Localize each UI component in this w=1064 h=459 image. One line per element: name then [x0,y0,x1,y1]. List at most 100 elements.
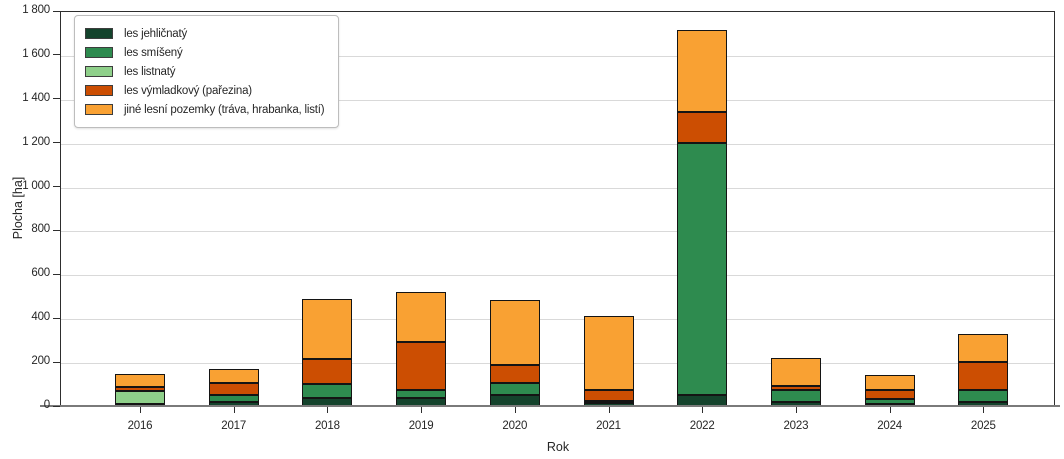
bar-segment [677,29,728,112]
gridline [61,363,1054,365]
y-tick-label: 0 [43,399,50,411]
y-tick-mark [53,142,60,144]
bar-2021 [583,316,634,406]
bar-segment [396,389,447,399]
bar-segment [115,387,165,391]
legend-swatch-icon [85,104,113,115]
x-tick-mark [983,407,985,413]
y-tick-mark [53,186,60,188]
y-tick-mark [53,361,60,363]
x-axis-line [40,405,1060,407]
bar-segment [396,342,447,390]
y-tick-label: 400 [31,311,50,324]
bar-segment [770,357,821,387]
bar-segment [302,384,353,399]
gridline [61,231,1054,233]
legend-label: les smíšený [124,46,183,59]
y-tick-label: 1 800 [22,4,50,16]
bar-segment [115,390,165,404]
gridline [61,143,1054,145]
bar-segment [583,389,634,401]
x-tick-label: 2023 [783,420,809,432]
x-tick-label: 2019 [408,420,434,432]
y-tick-label: 1 400 [22,91,50,104]
gridline [61,319,1054,321]
y-tick-label: 800 [31,223,50,236]
y-tick-label: 1 200 [22,135,50,148]
legend-row: les smíšený [85,43,324,62]
x-tick-mark [421,407,423,413]
legend-label: jiné lesní pozemky (tráva, hrabanka, lis… [124,103,325,116]
legend-label: les listnatý [124,65,176,78]
x-tick-mark [889,407,891,413]
gridline [61,99,1054,101]
y-tick-mark [53,10,60,12]
y-tick-mark [53,317,60,319]
x-tick-mark [327,407,329,413]
x-tick-label: 2025 [970,420,996,432]
plot-area [60,11,1055,406]
x-tick-label: 2020 [502,420,528,432]
x-axis-title: Rok [546,440,570,454]
x-tick-mark [702,407,704,413]
x-tick-mark [514,407,516,413]
bar-segment [677,142,728,396]
bar-2017 [208,368,259,406]
bar-2019 [396,291,447,406]
legend-label: les výmladkový (pařezina) [124,84,252,97]
legend-swatch-icon [85,66,113,77]
bar-segment [958,389,1009,402]
bar-segment [770,386,821,390]
gridline [61,187,1054,189]
x-tick-label: 2021 [596,420,621,432]
bar-segment [583,400,634,403]
legend-swatch-icon [85,47,113,58]
bar-segment [489,365,540,383]
legend-row: jiné lesní pozemky (tráva, hrabanka, lis… [85,100,325,119]
legend-row: les výmladkový (pařezina) [85,81,324,100]
bar-segment [958,362,1009,390]
x-tick-label: 2016 [127,420,153,432]
y-tick-mark [53,98,60,100]
x-tick-mark [140,407,141,413]
bar-2020 [489,299,540,406]
bar-segment [489,299,540,366]
legend: les jehličnatý les smíšený les listnatý les… [74,15,340,128]
x-tick-label: 2022 [689,420,715,432]
legend-row: les listnatý [85,62,324,81]
legend-label: les jehličnatý [124,27,188,40]
bar-segment [396,291,447,343]
bar-segment [864,399,915,404]
bar-segment [208,382,259,396]
bar-segment [208,395,259,402]
bar-segment [115,374,165,388]
y-tick-mark [53,229,60,231]
bar-2022 [677,29,728,406]
y-tick-label: 200 [31,355,50,368]
y-tick-label: 1 600 [22,47,50,60]
x-tick-label: 2024 [877,420,902,432]
y-tick-mark [53,54,60,56]
y-tick-mark [53,273,60,275]
x-tick-mark [608,407,610,413]
bar-2018 [302,298,353,406]
legend-row: les jehličnatý [85,24,324,43]
bar-2023 [770,357,821,406]
bar-segment [864,389,915,400]
bar-segment [208,368,259,383]
bar-segment [677,111,728,143]
legend-swatch-icon [85,85,113,96]
bar-segment [583,316,634,390]
bar-segment [302,358,353,385]
x-tick-mark [233,407,235,413]
bar-2016 [115,374,165,406]
x-tick-label: 2017 [221,420,247,432]
bar-2025 [958,333,1009,406]
bar-2024 [864,375,915,406]
y-tick-label: 600 [31,267,50,280]
gridline [61,275,1054,277]
legend-swatch-icon [85,28,113,39]
gridline [61,55,1054,57]
x-tick-label: 2018 [314,420,340,432]
